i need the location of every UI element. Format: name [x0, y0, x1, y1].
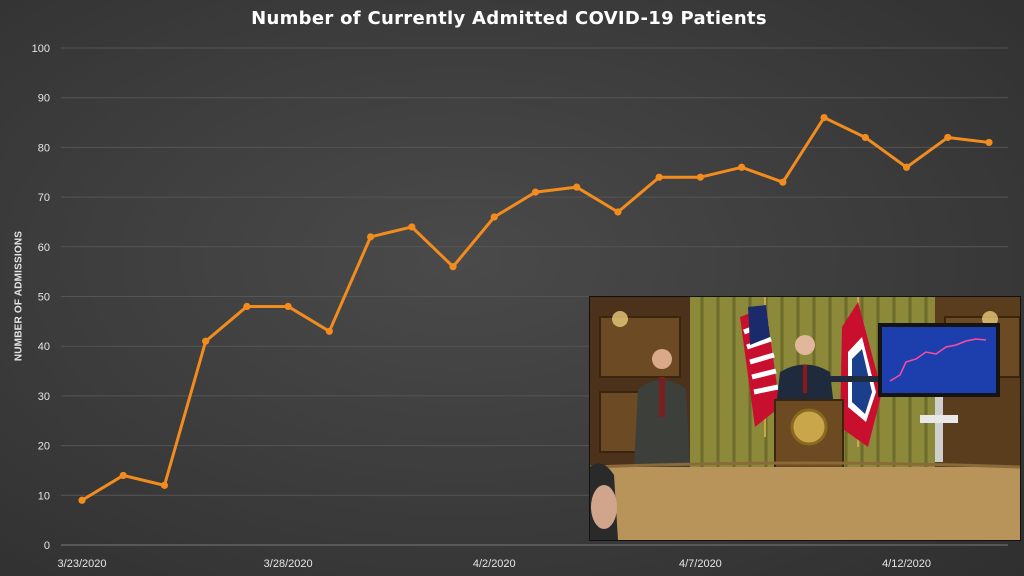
- data-point: [985, 138, 993, 147]
- data-point: [490, 213, 498, 221]
- chart-title: Number of Currently Admitted COVID-19 Pa…: [251, 8, 767, 29]
- data-point: [284, 302, 292, 311]
- data-point: [738, 163, 746, 171]
- y-tick-label: 10: [38, 490, 50, 502]
- data-point: [160, 481, 169, 489]
- y-tick-label: 40: [38, 341, 50, 353]
- data-point: [78, 496, 86, 504]
- y-tick-label: 100: [32, 43, 50, 55]
- data-point: [449, 263, 457, 271]
- data-point: [119, 471, 127, 480]
- data-point: [243, 302, 251, 311]
- data-point: [861, 133, 869, 142]
- x-tick-label: 3/23/2020: [58, 558, 107, 570]
- data-point: [820, 113, 828, 122]
- x-tick-label: 3/28/2020: [264, 558, 313, 570]
- video-inset: [589, 296, 1021, 541]
- x-tick-labels: 3/23/2020 3/28/2020 4/2/2020 4/7/2020 4/12/2…: [58, 558, 931, 570]
- data-point: [902, 163, 911, 171]
- data-point: [944, 133, 952, 142]
- y-tick-label: 80: [38, 142, 50, 154]
- y-tick-label: 50: [38, 292, 50, 304]
- y-tick-label: 70: [38, 192, 50, 204]
- x-tick-label: 4/12/2020: [882, 558, 931, 570]
- y-tick-label: 20: [38, 441, 50, 453]
- y-tick-label: 60: [38, 242, 50, 254]
- data-point: [325, 327, 333, 335]
- interpreter-person: [634, 349, 690, 467]
- data-point: [779, 178, 787, 186]
- data-point: [408, 223, 416, 231]
- x-tick-label: 4/2/2020: [473, 558, 516, 570]
- speaker-person: [776, 335, 880, 407]
- data-point: [696, 173, 705, 181]
- data-point: [573, 183, 581, 191]
- y-tick-label: 0: [44, 540, 50, 552]
- press-conference-image: [590, 297, 1020, 540]
- data-point: [202, 337, 210, 345]
- y-tick-label: 30: [38, 391, 50, 403]
- data-point: [366, 233, 375, 241]
- data-point: [655, 173, 663, 181]
- data-point: [531, 188, 540, 196]
- x-tick-label: 4/7/2020: [679, 558, 722, 570]
- data-series: [78, 113, 993, 504]
- y-tick-labels: 0 10 20 30 40 50 60 70 80 90 100: [32, 43, 50, 552]
- data-point: [614, 208, 622, 216]
- y-tick-label: 90: [38, 93, 50, 105]
